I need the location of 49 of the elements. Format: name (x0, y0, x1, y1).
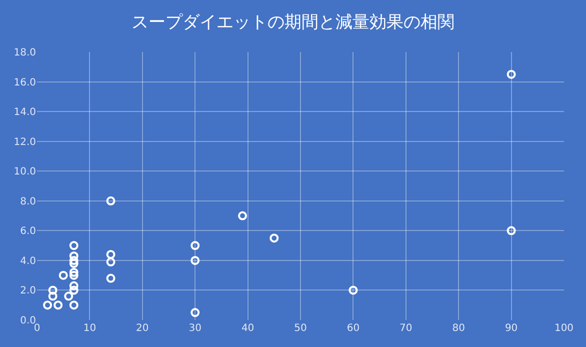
y-tick-label: 2.0 (20, 286, 36, 297)
point (58, 270, 68, 280)
point (69, 281, 78, 290)
x-tick-label: 10 (83, 323, 96, 334)
point (43, 300, 52, 310)
point (506, 226, 516, 236)
x-tick-label: 50 (294, 323, 307, 334)
point (48, 292, 58, 301)
x-tick-label: 30 (188, 323, 202, 334)
point (106, 250, 116, 259)
y-tick-label: 8.0 (20, 196, 36, 208)
point (69, 241, 78, 250)
x-tick-label: 40 (241, 323, 254, 334)
y-tick-label: 0.0 (20, 316, 36, 326)
point (106, 196, 116, 206)
point (506, 70, 516, 79)
x-tick-label: 90 (504, 323, 518, 334)
y-tick-label: 16.0 (14, 77, 36, 88)
point (106, 257, 116, 266)
y-tick-label: 4.0 (20, 256, 36, 267)
x-tick-label: 100 (554, 323, 574, 334)
point (69, 286, 78, 295)
point (69, 251, 78, 260)
point (106, 274, 116, 283)
point (69, 268, 78, 277)
point (348, 286, 358, 295)
y-tick-label: 10.0 (14, 166, 36, 178)
point (69, 258, 78, 268)
x-tick-label: 70 (400, 323, 412, 334)
point (69, 256, 78, 265)
y-tick-label: 6.0 (20, 226, 36, 238)
point (238, 211, 248, 220)
x-tick-label: 0 (34, 323, 40, 334)
point (69, 270, 78, 280)
y-tick-label: 14.0 (14, 107, 36, 118)
point (64, 292, 74, 301)
x-tick-label: 20 (136, 323, 149, 334)
y-tick-label: 12.0 (14, 136, 36, 148)
point (190, 241, 200, 250)
point (69, 300, 78, 310)
point (54, 300, 63, 310)
chart-title: スープダイエットの期間と減量効果の相関 (132, 12, 454, 33)
y-tick-label: 18.0 (14, 48, 36, 58)
point (48, 286, 58, 295)
x-tick-label: 80 (452, 323, 465, 334)
point (190, 256, 200, 265)
point (270, 234, 279, 243)
x-tick-label: 60 (346, 323, 360, 334)
point (190, 308, 200, 318)
